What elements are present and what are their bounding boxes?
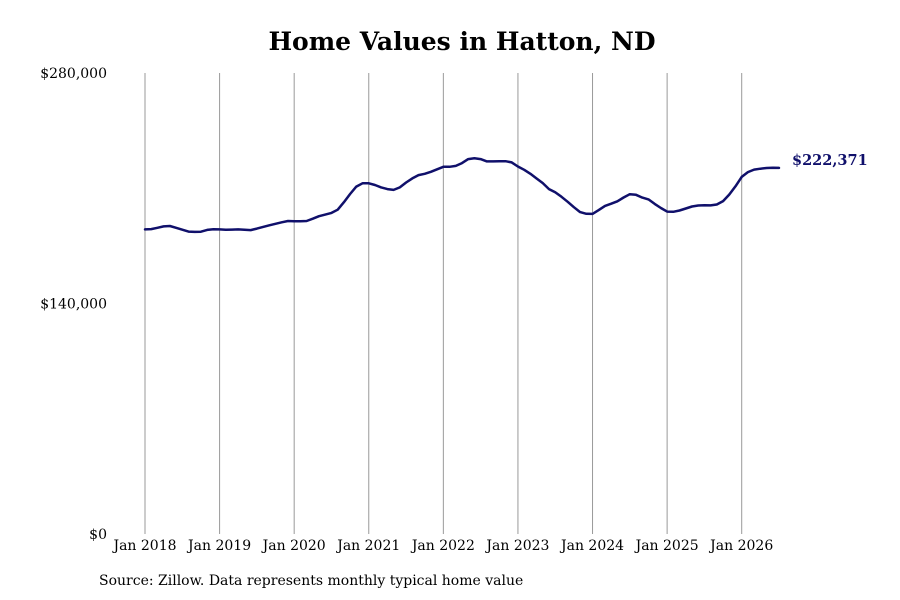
y-axis-tick-labels: $280,000 $140,000 $0 xyxy=(40,66,107,543)
y-tick-label: $140,000 xyxy=(40,297,107,313)
y-tick-label: $0 xyxy=(89,527,107,543)
x-tick-label: Jan 2023 xyxy=(484,538,549,554)
chart-title: Home Values in Hatton, ND xyxy=(268,27,656,56)
x-tick-label: Jan 2025 xyxy=(634,538,699,554)
end-value-label: $222,371 xyxy=(792,152,868,169)
source-note: Source: Zillow. Data represents monthly … xyxy=(99,573,524,589)
x-axis-tick-labels: Jan 2018 Jan 2019 Jan 2020 Jan 2021 Jan 2022… xyxy=(111,538,773,554)
gridlines xyxy=(144,73,743,534)
x-tick-label: Jan 2020 xyxy=(261,538,326,554)
x-tick-label: Jan 2022 xyxy=(410,538,475,554)
x-tick-label: Jan 2024 xyxy=(559,538,624,554)
home-value-line xyxy=(143,157,781,234)
x-tick-label: Jan 2019 xyxy=(186,538,251,554)
x-tick-label: Jan 2021 xyxy=(335,538,400,554)
y-tick-label: $280,000 xyxy=(40,66,107,82)
x-tick-label: Jan 2018 xyxy=(111,538,176,554)
x-tick-label: Jan 2026 xyxy=(708,538,773,554)
